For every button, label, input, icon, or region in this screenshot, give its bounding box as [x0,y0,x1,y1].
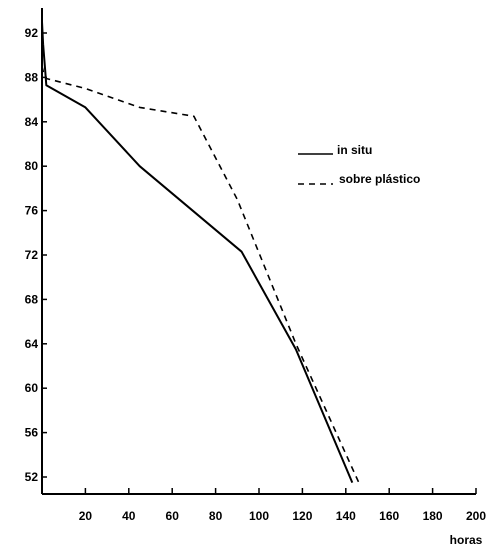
series-line-in-situ [41,21,354,483]
x-tick-label: 20 [79,509,93,523]
x-tick-label: 140 [336,509,356,523]
y-tick-label: 64 [25,337,39,351]
y-ticks: 92 88 84 80 76 72 68 64 60 56 52 [25,26,47,484]
legend-label-in-situ: in situ [337,143,372,157]
x-ticks: 20 40 60 80 100 120 140 160 180 200 [79,488,486,523]
x-tick-label: 80 [209,509,223,523]
y-tick-label: 60 [25,381,39,395]
series-line-sobre-plastico [41,66,360,483]
x-tick-label: 160 [379,509,399,523]
x-tick-label: 40 [122,509,136,523]
y-tick-label: 84 [25,115,39,129]
x-tick-label: 60 [166,509,180,523]
y-tick-label: 92 [25,26,39,40]
x-tick-label: 100 [249,509,269,523]
y-tick-label: 76 [25,204,39,218]
y-tick-label: 80 [25,159,39,173]
y-tick-label: 68 [25,292,39,306]
y-tick-label: 56 [25,426,39,440]
x-axis-title: horas [450,533,483,547]
x-tick-label: 180 [423,509,443,523]
legend-label-sobre-plastico: sobre plástico [339,172,420,186]
x-tick-label: 200 [466,509,486,523]
x-tick-label: 120 [292,509,312,523]
series-layer [41,21,360,483]
y-tick-label: 72 [25,248,39,262]
y-tick-label: 88 [25,70,39,84]
y-tick-label: 52 [25,470,39,484]
legend: in situ sobre plástico [298,143,420,186]
